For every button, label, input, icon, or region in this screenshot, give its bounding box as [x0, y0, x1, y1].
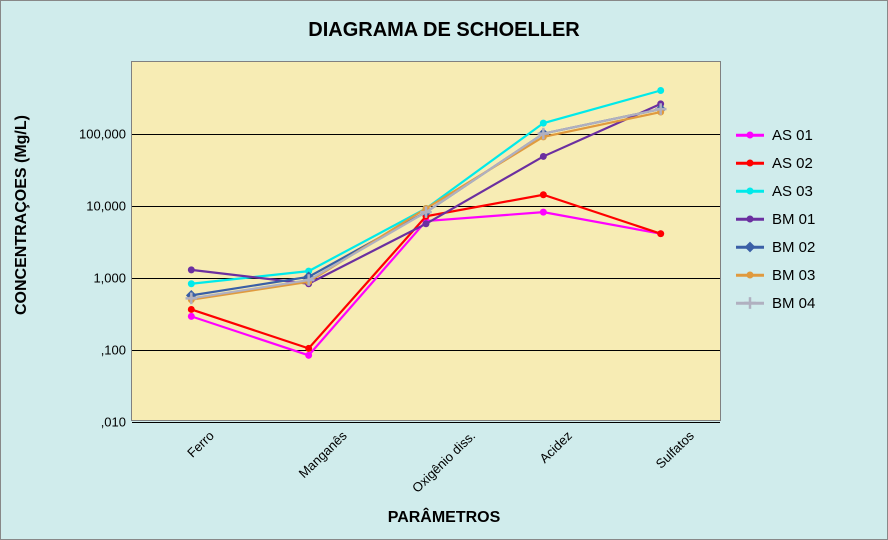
legend-label: BM 03	[772, 267, 815, 284]
legend-item: AS 01	[736, 121, 815, 149]
legend-swatch	[736, 241, 764, 253]
legend-swatch	[736, 297, 764, 309]
series-marker	[657, 230, 664, 237]
series-marker	[188, 266, 195, 273]
series-marker	[538, 128, 550, 140]
plot-area: ,010,1001,00010,000100,000FerroManganêsO…	[131, 61, 721, 421]
legend-swatch	[736, 157, 764, 169]
series-marker	[188, 313, 195, 320]
legend: AS 01 AS 02 AS 03 BM 01 BM 02 BM 03 BM 04	[736, 121, 815, 317]
x-tick-label: Oxigênio diss.	[409, 428, 478, 496]
x-axis-label: PARÂMETROS	[1, 509, 887, 527]
legend-swatch	[736, 185, 764, 197]
series-line	[191, 109, 660, 298]
series-line	[191, 104, 660, 284]
x-tick-label: Sulfatos	[653, 428, 697, 471]
series-line	[191, 109, 660, 295]
chart-title: DIAGRAMA DE SCHOELLER	[1, 19, 887, 42]
legend-item: BM 02	[736, 233, 815, 261]
legend-label: AS 03	[772, 183, 813, 200]
x-tick-label: Acidez	[536, 428, 574, 466]
series-marker	[188, 280, 195, 287]
legend-item: BM 01	[736, 205, 815, 233]
x-tick-label: Manganês	[296, 428, 350, 481]
series-marker	[540, 120, 547, 127]
series-marker	[540, 191, 547, 198]
legend-label: AS 02	[772, 155, 813, 172]
chart-container: DIAGRAMA DE SCHOELLER CONCENTRAÇOES (Mg/…	[0, 0, 888, 540]
series-marker	[305, 345, 312, 352]
legend-label: BM 01	[772, 211, 815, 228]
series-marker	[657, 87, 664, 94]
legend-swatch	[736, 213, 764, 225]
y-tick-label: 100,000	[79, 127, 126, 142]
legend-item: AS 03	[736, 177, 815, 205]
series-svg	[132, 62, 720, 420]
legend-item: BM 04	[736, 289, 815, 317]
legend-label: BM 04	[772, 295, 815, 312]
y-tick-label: 1,000	[93, 271, 126, 286]
y-axis-label: CONCENTRAÇOES (Mg/L)	[13, 115, 31, 315]
legend-label: AS 01	[772, 127, 813, 144]
x-tick-label: Ferro	[184, 428, 217, 460]
legend-swatch	[736, 129, 764, 141]
series-marker	[540, 153, 547, 160]
legend-label: BM 02	[772, 239, 815, 256]
series-marker	[423, 220, 430, 227]
series-marker	[188, 306, 195, 313]
gridline	[132, 422, 720, 423]
y-tick-label: ,100	[101, 343, 126, 358]
y-tick-label: ,010	[101, 415, 126, 430]
legend-swatch	[736, 269, 764, 281]
series-line	[191, 90, 660, 283]
y-tick-label: 10,000	[86, 199, 126, 214]
series-marker	[540, 209, 547, 216]
series-marker	[305, 352, 312, 359]
legend-item: AS 02	[736, 149, 815, 177]
legend-item: BM 03	[736, 261, 815, 289]
